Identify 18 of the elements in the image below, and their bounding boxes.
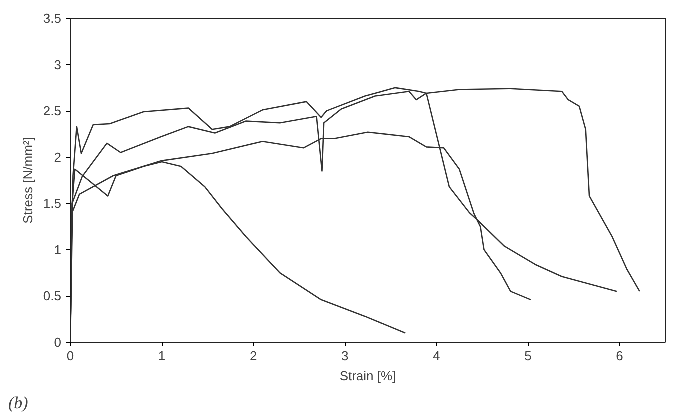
x-tick-label: 4	[433, 348, 440, 364]
y-tick-label: 1.5	[43, 196, 62, 212]
x-tick-label: 0	[66, 348, 74, 364]
text: (b)	[8, 394, 29, 412]
y-tick-label: 3.5	[43, 11, 62, 26]
y-tick-label: 0.5	[43, 288, 62, 304]
y-tick-label: 3	[54, 57, 62, 72]
x-tick-label: 6	[616, 348, 624, 364]
y-tick-label: 0	[54, 335, 62, 350]
y-tick-label: 1	[54, 242, 62, 258]
x-tick-label: 3	[342, 348, 349, 364]
y-tick-label: 2	[54, 150, 62, 165]
x-tick-label: 5	[524, 348, 532, 364]
x-axis-title: Strain [%]	[340, 368, 396, 384]
y-axis-title: Stress [N/mm²]	[20, 137, 36, 224]
x-tick-label: 2	[250, 348, 258, 364]
y-tick-label: 2.5	[43, 104, 62, 119]
x-tick-label: 1	[158, 348, 166, 364]
